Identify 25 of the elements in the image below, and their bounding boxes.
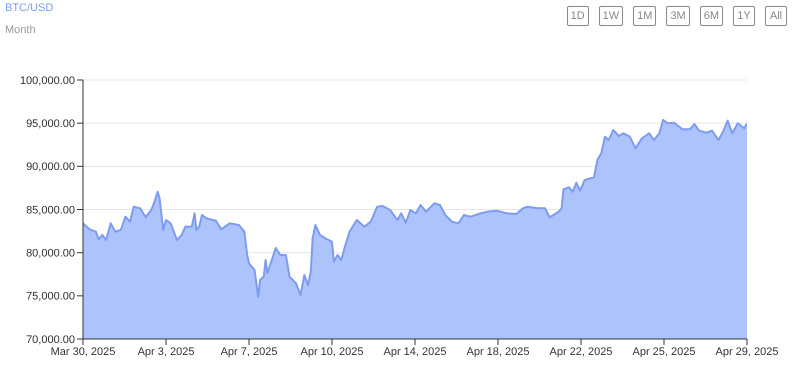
y-tick-label: 75,000.00 bbox=[26, 290, 75, 303]
x-tick-label: Apr 25, 2025 bbox=[632, 346, 696, 358]
x-tick-label: Apr 7, 2025 bbox=[220, 346, 278, 358]
y-tick-label: 85,000.00 bbox=[26, 204, 75, 216]
x-tick-label: Apr 3, 2025 bbox=[138, 346, 194, 358]
y-tick-label: 70,000.00 bbox=[26, 334, 75, 346]
range-button: 6M bbox=[700, 6, 723, 26]
range-button: 1Y bbox=[733, 6, 755, 26]
range-button: 1D bbox=[566, 6, 589, 26]
y-tick-label: 95,000.00 bbox=[26, 118, 75, 130]
x-tick-label: Apr 29, 2025 bbox=[716, 346, 778, 358]
x-tick-label: Apr 22, 2025 bbox=[550, 346, 612, 358]
x-tick-label: Apr 18, 2025 bbox=[466, 346, 530, 358]
chart-subtitle: Month bbox=[5, 24, 36, 36]
y-tick-label: 80,000.00 bbox=[26, 248, 75, 260]
range-button: All bbox=[765, 6, 787, 26]
range-button: 1M bbox=[633, 6, 656, 26]
range-button: 3M bbox=[666, 6, 690, 26]
y-tick-label: 100,000.00 bbox=[20, 74, 75, 87]
chart-title: BTC/USD bbox=[5, 2, 54, 14]
x-tick-label: Mar 30, 2025 bbox=[50, 346, 116, 358]
x-tick-label: Apr 10, 2025 bbox=[300, 346, 364, 358]
y-tick-label: 90,000.00 bbox=[26, 161, 75, 174]
x-tick-label: Apr 14, 2025 bbox=[384, 346, 446, 358]
range-button: 1W bbox=[598, 6, 624, 26]
